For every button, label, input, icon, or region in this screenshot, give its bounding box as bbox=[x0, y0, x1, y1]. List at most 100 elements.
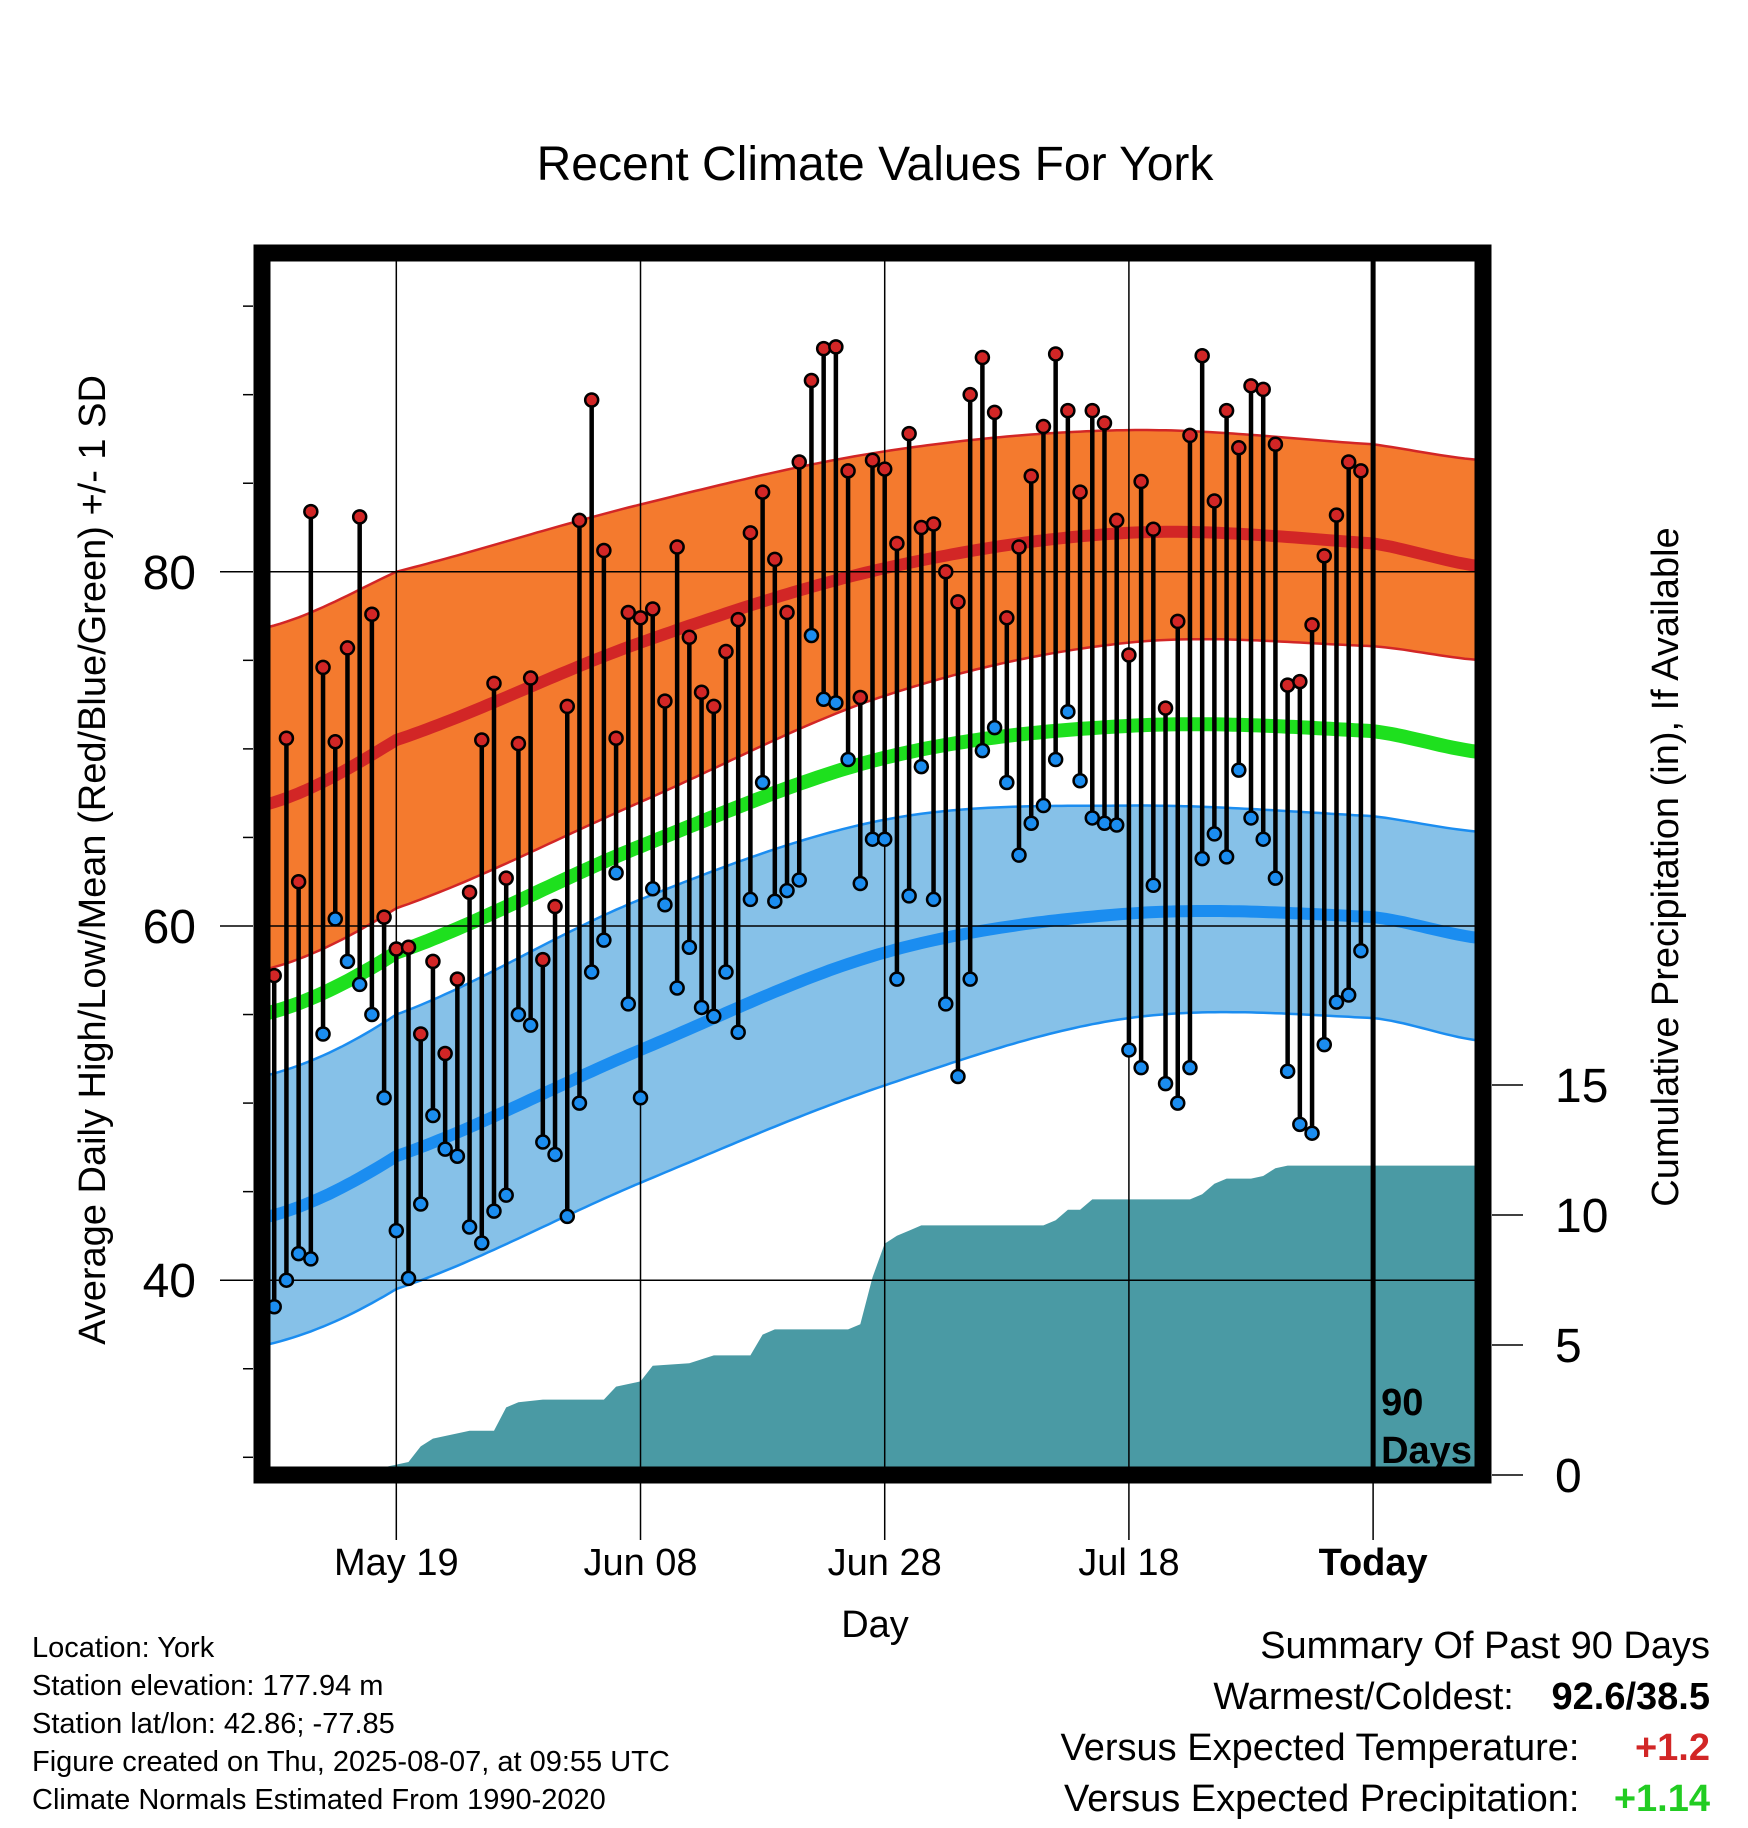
daily-high-point bbox=[681, 629, 698, 646]
daily-high-point bbox=[303, 503, 319, 520]
warmest-coldest-row: Warmest/Coldest: 92.6/38.5 bbox=[1061, 1672, 1710, 1723]
y2-tick-label: 5 bbox=[1555, 1320, 1582, 1373]
daily-high-point bbox=[364, 606, 380, 623]
daily-high-point bbox=[1121, 647, 1137, 663]
daily-high-point bbox=[889, 535, 905, 552]
daily-high-point bbox=[803, 372, 820, 389]
daily-low-point bbox=[791, 872, 807, 888]
daily-high-point bbox=[474, 732, 490, 748]
y-axis-label: Average Daily High/Low/Mean (Red/Blue/Gr… bbox=[72, 375, 114, 1345]
daily-high-point bbox=[693, 684, 710, 700]
daily-low-point bbox=[498, 1187, 514, 1203]
daily-high-point bbox=[1096, 415, 1113, 431]
daily-high-point bbox=[547, 898, 563, 915]
daily-low-point bbox=[388, 1222, 405, 1239]
daily-high-point bbox=[742, 525, 759, 541]
daily-low-point bbox=[1047, 751, 1064, 768]
daily-high-point bbox=[1023, 468, 1039, 484]
daily-high-point bbox=[1060, 402, 1076, 419]
daily-high-point bbox=[449, 971, 466, 987]
daily-low-point bbox=[754, 774, 771, 791]
daily-high-point bbox=[901, 425, 917, 442]
temp-anomaly-label: Versus Expected Temperature: bbox=[1060, 1727, 1580, 1769]
x-tick-label: May 19 bbox=[334, 1542, 459, 1584]
y-tick-label: 60 bbox=[143, 901, 196, 954]
lat-lon-text: Station lat/lon: 42.86; -77.85 bbox=[32, 1708, 395, 1740]
temp-anomaly-row: Versus Expected Temperature: +1.2 bbox=[1061, 1723, 1710, 1774]
daily-high-point bbox=[791, 454, 807, 470]
daily-low-point bbox=[608, 865, 624, 881]
daily-low-point bbox=[278, 1272, 295, 1288]
daily-low-point bbox=[290, 1245, 307, 1262]
daily-low-point bbox=[1255, 831, 1271, 847]
daily-low-point bbox=[938, 996, 954, 1012]
plot-frame bbox=[253, 244, 1492, 1484]
daily-low-point bbox=[644, 881, 661, 897]
daily-high-point bbox=[351, 509, 368, 525]
location-text: Location: York bbox=[32, 1632, 215, 1664]
daily-low-point bbox=[1243, 810, 1259, 826]
daily-high-point bbox=[1072, 484, 1088, 500]
daily-high-point bbox=[437, 1045, 453, 1062]
daily-low-point bbox=[693, 999, 710, 1016]
daily-high-point bbox=[583, 392, 600, 408]
daily-low-point bbox=[1145, 877, 1162, 894]
daily-high-point bbox=[767, 551, 783, 568]
daily-low-point bbox=[437, 1141, 453, 1157]
daily-low-point bbox=[1072, 773, 1088, 789]
daily-high-point bbox=[999, 610, 1015, 626]
daily-high-point bbox=[876, 461, 893, 477]
daily-high-point bbox=[828, 339, 844, 355]
daily-high-point bbox=[730, 611, 746, 628]
daily-low-point bbox=[828, 695, 844, 711]
daily-high-point bbox=[706, 698, 722, 715]
daily-low-point bbox=[1279, 1063, 1296, 1079]
daily-low-point bbox=[327, 911, 344, 927]
y2-axis-label: Cumulative Precipitation (in), If Availa… bbox=[1645, 527, 1687, 1206]
daily-high-point bbox=[559, 698, 575, 715]
daily-low-point bbox=[1292, 1116, 1308, 1133]
daily-high-point bbox=[815, 340, 832, 357]
daily-low-point bbox=[339, 953, 356, 970]
daily-low-point bbox=[901, 888, 917, 904]
daily-high-point bbox=[1133, 473, 1149, 490]
created-text: Figure created on Thu, 2025-08-07, at 09… bbox=[32, 1746, 670, 1778]
daily-low-point bbox=[999, 774, 1015, 791]
daily-low-point bbox=[1231, 762, 1247, 778]
daily-low-point bbox=[925, 891, 942, 908]
daily-high-point bbox=[376, 909, 392, 925]
daily-low-point bbox=[1035, 797, 1052, 814]
daily-high-point bbox=[1206, 493, 1223, 509]
elevation-text: Station elevation: 177.94 m bbox=[32, 1670, 384, 1702]
daily-high-point bbox=[986, 404, 1003, 421]
daily-low-point bbox=[840, 751, 856, 768]
daily-high-point bbox=[339, 640, 356, 656]
low-mean-line bbox=[262, 905, 1483, 1225]
daily-low-point bbox=[1084, 810, 1101, 826]
precip-anomaly-label: Versus Expected Precipitation: bbox=[1064, 1778, 1580, 1820]
daily-high-point bbox=[1267, 436, 1284, 453]
daily-low-point bbox=[547, 1146, 563, 1163]
daily-high-point bbox=[400, 939, 417, 955]
daily-low-point bbox=[1194, 850, 1210, 867]
daily-low-point bbox=[913, 758, 930, 775]
today-marker-label: 90 bbox=[1381, 1382, 1423, 1424]
x-tick-label: Jun 28 bbox=[828, 1542, 942, 1584]
y2-tick-label: 15 bbox=[1555, 1060, 1608, 1113]
today-marker-label: Days bbox=[1381, 1430, 1472, 1472]
daily-high-point bbox=[571, 512, 588, 529]
daily-high-point bbox=[461, 884, 478, 901]
daily-high-point bbox=[950, 594, 966, 610]
daily-high-point bbox=[1157, 700, 1174, 716]
daily-low-point bbox=[1340, 987, 1357, 1003]
daily-low-point bbox=[1157, 1075, 1174, 1092]
daily-low-point bbox=[474, 1235, 490, 1251]
daily-high-point bbox=[498, 870, 514, 886]
precip-anomaly-row: Versus Expected Precipitation: +1.14 bbox=[1061, 1774, 1710, 1825]
daily-high-point bbox=[718, 643, 734, 660]
daily-low-point bbox=[1011, 847, 1027, 863]
daily-low-point bbox=[632, 1090, 649, 1106]
y-tick-label: 40 bbox=[143, 1255, 196, 1308]
daily-low-point bbox=[1328, 994, 1345, 1010]
daily-high-point bbox=[388, 941, 405, 957]
